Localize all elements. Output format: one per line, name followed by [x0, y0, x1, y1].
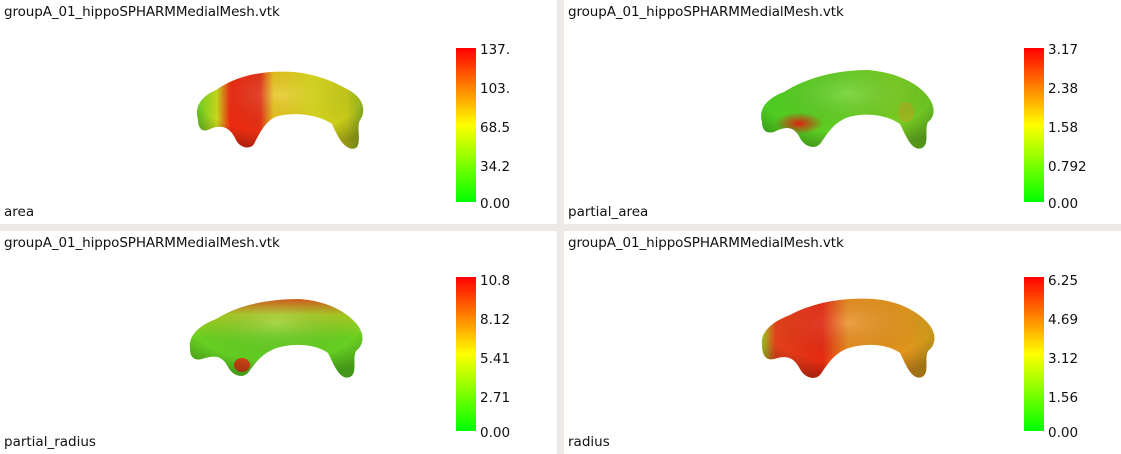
scale-tick: 0.792 — [1048, 159, 1087, 175]
color-scale-bar — [1024, 48, 1044, 202]
scalar-name-label: radius — [568, 434, 610, 450]
viewport-area[interactable]: groupA_01_hippoSPHARMMedialMesh.vtk 137.… — [0, 0, 557, 224]
scale-tick: 8.12 — [480, 312, 511, 328]
scale-tick: 0.00 — [1048, 425, 1079, 441]
color-scale-bar — [1024, 277, 1044, 431]
hippocampus-mesh[interactable] — [186, 293, 372, 389]
scale-tick: 0.00 — [480, 196, 511, 212]
scalar-name-label: area — [4, 204, 35, 220]
scale-tick: 10.8 — [480, 273, 511, 289]
scale-tick: 1.56 — [1048, 390, 1079, 406]
scale-tick: 0.00 — [1048, 196, 1079, 212]
scale-tick: 3.17 — [1048, 42, 1079, 58]
scale-tick: 34.2 — [480, 159, 511, 175]
viewport-partial-area[interactable]: groupA_01_hippoSPHARMMedialMesh.vtk 3.17… — [564, 0, 1121, 224]
scale-tick: 5.41 — [480, 351, 511, 367]
scalar-name-label: partial_radius — [4, 434, 96, 450]
scale-tick: 2.71 — [480, 390, 511, 406]
scale-tick: 6.25 — [1048, 273, 1079, 289]
hippocampus-mesh[interactable] — [186, 62, 372, 158]
scale-tick: 3.12 — [1048, 351, 1079, 367]
scale-tick: 2.38 — [1048, 81, 1079, 97]
file-name-label: groupA_01_hippoSPHARMMedialMesh.vtk — [4, 4, 280, 20]
scale-tick: 103. — [480, 81, 511, 97]
scale-tick: 0.00 — [480, 425, 511, 441]
scale-tick: 68.5 — [480, 120, 511, 136]
file-name-label: groupA_01_hippoSPHARMMedialMesh.vtk — [568, 4, 844, 20]
scale-tick: 137. — [480, 42, 511, 58]
hippocampus-mesh[interactable] — [756, 62, 942, 158]
hippocampus-mesh[interactable] — [756, 293, 942, 389]
scale-tick: 4.69 — [1048, 312, 1079, 328]
file-name-label: groupA_01_hippoSPHARMMedialMesh.vtk — [568, 235, 844, 251]
viewport-radius[interactable]: groupA_01_hippoSPHARMMedialMesh.vtk 6.25… — [564, 231, 1121, 454]
color-scale-bar — [456, 48, 476, 202]
scale-tick: 1.58 — [1048, 120, 1079, 136]
viewport-partial-radius[interactable]: groupA_01_hippoSPHARMMedialMesh.vtk 10.8… — [0, 231, 557, 454]
scalar-name-label: partial_area — [568, 204, 649, 220]
file-name-label: groupA_01_hippoSPHARMMedialMesh.vtk — [4, 235, 280, 251]
color-scale-bar — [456, 277, 476, 431]
